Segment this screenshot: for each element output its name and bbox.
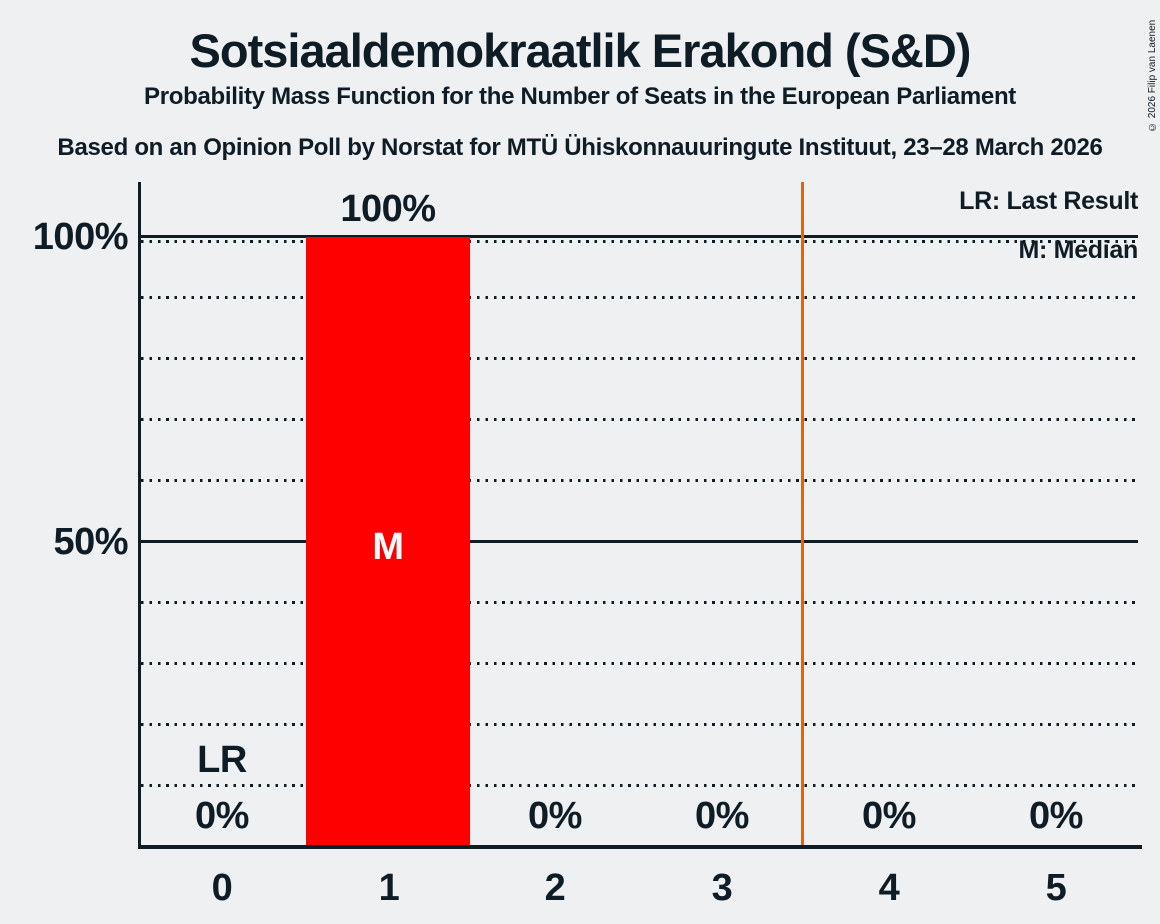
gridline-20 <box>141 723 1138 726</box>
chart-source-wrap: Based on an Opinion Poll by Norstat for … <box>0 131 1160 165</box>
gridline-30 <box>141 662 1138 665</box>
gridline-60 <box>141 479 1138 482</box>
bar-label-4: 0% <box>862 795 916 837</box>
x-tick-3: 3 <box>711 867 733 909</box>
last-result-marker: LR <box>197 739 247 781</box>
gridline-40 <box>141 601 1138 604</box>
y-tick-50: 50% <box>53 521 128 563</box>
median-marker: M <box>372 526 404 568</box>
y-axis-line <box>138 182 141 847</box>
gridline-100-dotted <box>141 240 1138 243</box>
bar-label-5: 0% <box>1029 795 1083 837</box>
x-tick-1: 1 <box>378 867 400 909</box>
gridline-80 <box>141 357 1138 360</box>
bar-label-3: 0% <box>695 795 749 837</box>
x-tick-4: 4 <box>878 867 900 909</box>
legend-last-result: LR: Last Result <box>959 187 1138 215</box>
bar-seats-1 <box>306 237 470 847</box>
bar-label-1: 100% <box>340 188 436 230</box>
x-axis-line <box>138 845 1142 849</box>
majority-threshold-line <box>801 182 804 847</box>
chart-source-line: Based on an Opinion Poll by Norstat for … <box>57 134 1103 161</box>
copyright-notice: © 2026 Filip van Laenen <box>1147 19 1158 132</box>
gridline-10 <box>141 784 1138 787</box>
chart-subtitle: Probability Mass Function for the Number… <box>143 83 1016 110</box>
chart-subtitle-wrap: Probability Mass Function for the Number… <box>0 80 1160 114</box>
x-tick-2: 2 <box>544 867 566 909</box>
gridline-90 <box>141 296 1138 299</box>
bar-label-0: 0% <box>195 795 249 837</box>
legend-median: M: Median <box>1018 236 1138 264</box>
x-tick-0: 0 <box>211 867 233 909</box>
chart-title: Sotsiaaldemokraatlik Erakond (S&D) <box>189 24 972 77</box>
gridline-50-solid <box>141 540 1138 543</box>
gridline-100-solid <box>141 235 1138 238</box>
bar-label-2: 0% <box>528 795 582 837</box>
y-tick-100: 100% <box>32 216 129 258</box>
x-tick-5: 5 <box>1045 867 1067 909</box>
gridline-70 <box>141 418 1138 421</box>
